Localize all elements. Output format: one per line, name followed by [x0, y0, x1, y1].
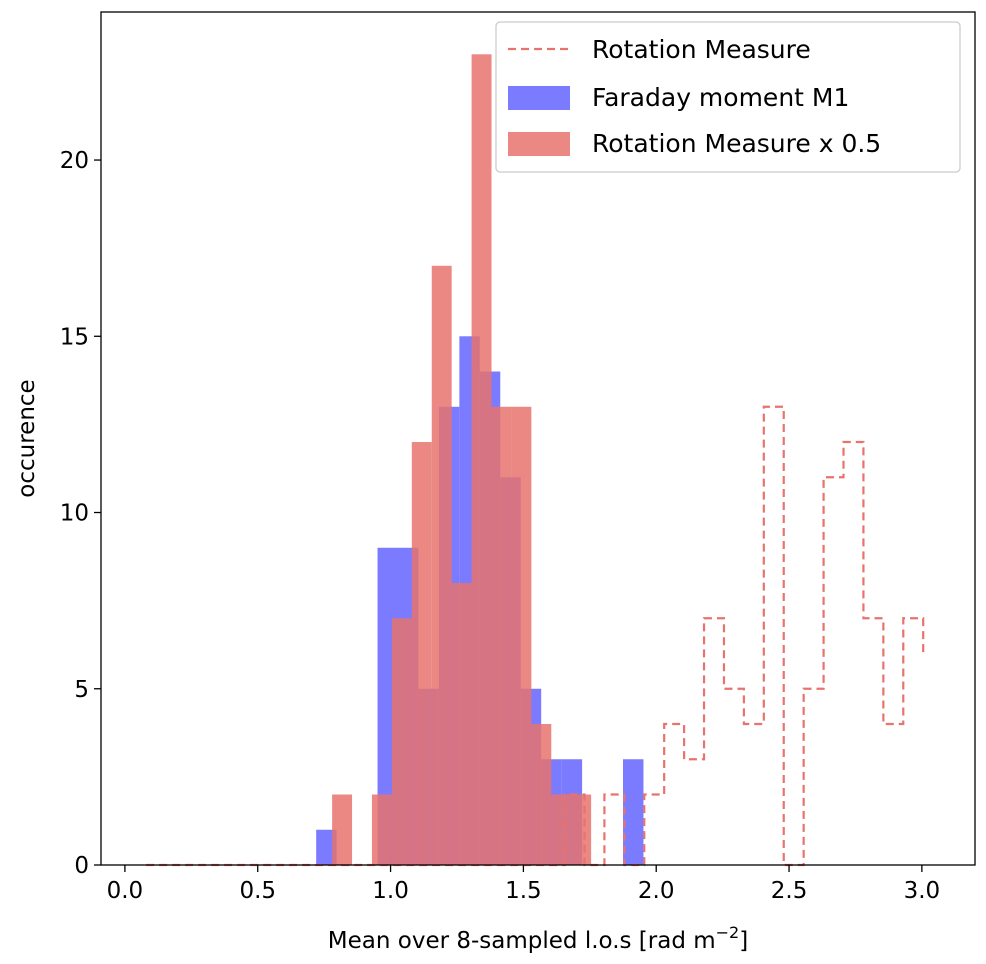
x-tick-label: 1.5 — [505, 878, 542, 904]
legend: Rotation Measure Faraday moment M1 Rotatio… — [495, 21, 961, 173]
y-tick-label: 15 — [60, 324, 89, 350]
rotation-measure-x-0-5-bar — [511, 406, 532, 865]
y-tick-label: 20 — [60, 148, 89, 174]
rotation-measure-x-0-5-bar — [491, 406, 512, 865]
legend-label-rotation-measure-x-0-5: Rotation Measure x 0.5 — [592, 129, 881, 158]
legend-swatch-rotation-measure-x-0-5 — [508, 132, 570, 156]
legend-label-rotation-measure: Rotation Measure — [592, 35, 811, 64]
x-tick-label: 0.5 — [239, 878, 276, 904]
legend-swatch-faraday-moment-m1 — [508, 86, 570, 110]
faraday-moment-m1-bar — [316, 829, 337, 865]
rotation-measure-x-0-5-bar — [391, 618, 412, 865]
x-tick-label: 2.5 — [771, 878, 808, 904]
x-tick-label: 0.0 — [107, 878, 144, 904]
rotation-measure-x-0-5-bar — [551, 794, 572, 865]
x-tick-label: 2.0 — [638, 878, 675, 904]
rotation-measure-x-0-5-bar — [451, 583, 472, 865]
bars-layer — [316, 54, 644, 865]
rotation-measure-x-0-5-bar — [332, 794, 353, 865]
y-axis-label: occurence — [14, 379, 40, 497]
y-tick-label: 10 — [60, 501, 89, 527]
rotation-measure-x-0-5-bar — [411, 442, 432, 865]
legend-label-faraday-moment-m1: Faraday moment M1 — [592, 83, 849, 112]
y-tick-label: 0 — [74, 853, 89, 879]
rotation-measure-x-0-5-bar — [531, 724, 552, 865]
y-axis-ticks: 0 5 10 15 20 — [60, 148, 101, 879]
x-axis-label: Mean over 8-sampled l.o.s [rad m−2] — [328, 923, 748, 954]
y-tick-label: 5 — [74, 677, 89, 703]
legend-box — [495, 21, 961, 173]
rotation-measure-x-0-5-bar — [571, 794, 592, 865]
x-tick-label: 1.0 — [372, 878, 409, 904]
rotation-measure-x-0-5-bar — [371, 794, 392, 865]
x-tick-label: 3.0 — [904, 878, 941, 904]
plot-frame — [100, 11, 976, 866]
rotation-measure-x-0-5-bar — [471, 54, 492, 865]
faraday-moment-m1-bar — [623, 759, 644, 865]
rotation-measure-x-0-5-bar — [431, 265, 452, 865]
x-axis-ticks: 0.0 0.5 1.0 1.5 2.0 2.5 3.0 — [107, 865, 941, 904]
